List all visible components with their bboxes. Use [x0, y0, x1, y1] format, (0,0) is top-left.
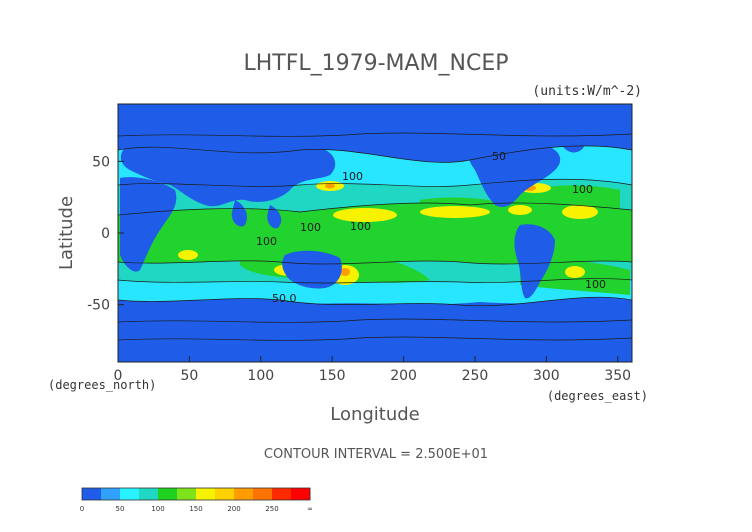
max-atlantic-north	[562, 205, 598, 219]
australia	[282, 250, 342, 289]
eurasia	[120, 140, 336, 207]
x-axis-label: Longitude	[330, 404, 420, 425]
x-tick-label: 350	[604, 368, 631, 384]
contour-label: 100	[585, 278, 606, 291]
x-tick-label: 50	[180, 368, 198, 384]
indochina	[267, 205, 282, 229]
colorbar-label: 100	[151, 505, 164, 513]
colorbar-label: 200	[227, 505, 240, 513]
chart-title: LHTFL_1979-MAM_NCEP	[243, 51, 508, 76]
southern-ocean	[118, 300, 632, 362]
x-tick-label: 100	[247, 368, 274, 384]
orange-coral	[340, 268, 350, 276]
colorbar-swatch	[101, 488, 121, 500]
india	[231, 200, 247, 227]
x-axis-ticks: 0 50 100 150 200 250 300 350	[114, 356, 631, 384]
orange-kuroshio	[325, 183, 335, 189]
colorbar-swatch	[196, 488, 216, 500]
contour-lines	[118, 132, 632, 341]
x-tick-label: 150	[319, 368, 346, 384]
contour-label: 50	[492, 150, 506, 163]
max-indian	[178, 250, 198, 260]
plot-area	[118, 104, 632, 362]
x-tick-label: 250	[462, 368, 489, 384]
max-caribbean	[508, 205, 532, 215]
colorbar-swatch	[120, 488, 140, 500]
y-axis-label: Latitude	[56, 196, 77, 270]
contour-label: 100	[342, 170, 363, 183]
colorbar-label: 50	[116, 505, 125, 513]
colorbar-label: ∞	[307, 505, 313, 513]
max-pacific-1	[333, 208, 397, 222]
contour-label: 100	[350, 220, 371, 233]
colorbar-swatch	[177, 488, 197, 500]
max-pacific-2	[420, 206, 490, 218]
colorbar-swatch	[234, 488, 254, 500]
colorbar-swatch	[215, 488, 235, 500]
colorbar-swatch	[82, 488, 102, 500]
y-tick-label: -50	[87, 298, 110, 314]
south-america	[514, 224, 555, 299]
colorbar-frame	[81, 487, 311, 501]
contour-label: 100	[300, 221, 321, 234]
x-tick-label: 0	[114, 368, 123, 384]
colorbar-swatch	[272, 488, 292, 500]
colorbar-label: 150	[189, 505, 202, 513]
contour-label: 50.0	[272, 292, 297, 305]
colorbar	[81, 487, 311, 501]
x-tick-label: 300	[533, 368, 560, 384]
colorbar-labels: 0 50 100 150 200 250 ∞	[80, 505, 313, 513]
chart-units: (units:W/m^-2)	[532, 84, 642, 99]
contour-label: 100	[256, 235, 277, 248]
colorbar-swatch	[139, 488, 159, 500]
colorbar-label: 0	[80, 505, 84, 513]
y-tick-label: 0	[101, 226, 110, 242]
colorbar-swatch	[158, 488, 178, 500]
y-tick-label: 50	[92, 154, 110, 170]
north-america	[467, 141, 561, 207]
colorbar-label: 250	[265, 505, 278, 513]
x-tick-label: 200	[390, 368, 417, 384]
africa	[120, 177, 177, 272]
contour-labels: 100 100 100 50.0 100 100 100 50	[256, 150, 606, 305]
colorbar-swatch	[253, 488, 273, 500]
contour-interval: CONTOUR INTERVAL = 2.500E+01	[264, 447, 488, 462]
max-atlantic-south	[565, 266, 585, 278]
contour-label: 100	[572, 183, 593, 196]
y-axis-ticks: 50 0 -50	[87, 154, 124, 314]
y-unit-label: (degrees_north)	[48, 378, 156, 392]
colorbar-swatch	[291, 488, 311, 500]
arctic	[118, 118, 632, 131]
x-unit-label: (degrees_east)	[547, 389, 648, 403]
